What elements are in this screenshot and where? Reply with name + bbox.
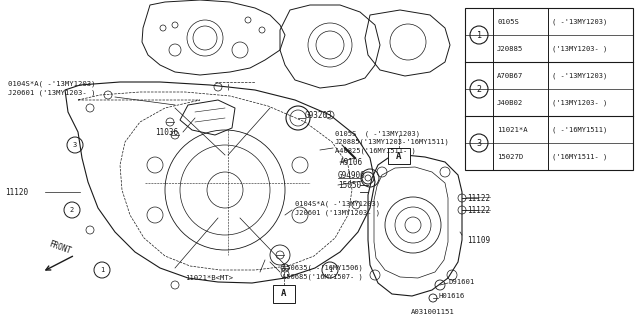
Bar — [273, 285, 295, 303]
Text: A50635( -'16MY1506)
A50685('16MY1507- ): A50635( -'16MY1506) A50685('16MY1507- ) — [282, 265, 363, 279]
Text: ('13MY1203- ): ('13MY1203- ) — [552, 99, 607, 106]
Text: FRONT: FRONT — [47, 240, 72, 256]
Text: G94906: G94906 — [338, 171, 365, 180]
Bar — [388, 148, 410, 164]
Text: 11122: 11122 — [467, 194, 490, 203]
Text: 0104S*A( -'13MY1203)
J20601 ('13MY1203- ): 0104S*A( -'13MY1203) J20601 ('13MY1203- … — [295, 201, 380, 215]
Text: 15027D: 15027D — [497, 154, 524, 159]
Text: 1: 1 — [100, 267, 104, 273]
Text: 3: 3 — [477, 139, 481, 148]
Text: 11109: 11109 — [467, 236, 490, 244]
Text: 1: 1 — [328, 267, 332, 273]
Text: A70B67: A70B67 — [497, 73, 524, 78]
Text: 0104S*A( -'13MY1203)
J20601 ('13MY1203- ): 0104S*A( -'13MY1203) J20601 ('13MY1203- … — [8, 81, 95, 95]
Text: 11021*B<MT>: 11021*B<MT> — [185, 275, 233, 281]
Text: A: A — [396, 151, 402, 161]
Text: ('16MY1511- ): ('16MY1511- ) — [552, 153, 607, 160]
Text: 11036: 11036 — [155, 127, 178, 137]
Text: ( -'13MY1203): ( -'13MY1203) — [552, 18, 607, 25]
Text: 11122: 11122 — [467, 205, 490, 214]
Text: 11120: 11120 — [5, 188, 28, 196]
Text: 0105S  ( -'13MY1203)
J20885('13MY1203-'16MY1511)
A40825('16MY1511- ): 0105S ( -'13MY1203) J20885('13MY1203-'16… — [335, 130, 450, 154]
Text: ( -'13MY1203): ( -'13MY1203) — [552, 72, 607, 79]
Text: 1: 1 — [477, 30, 481, 39]
Text: ('13MY1203- ): ('13MY1203- ) — [552, 45, 607, 52]
Text: A: A — [282, 290, 287, 299]
Text: 0105S: 0105S — [497, 19, 519, 25]
Text: G93203: G93203 — [305, 110, 333, 119]
Text: J40B02: J40B02 — [497, 100, 524, 106]
Text: 2: 2 — [70, 207, 74, 213]
Bar — [465, 8, 633, 170]
Text: J20885: J20885 — [497, 45, 524, 52]
Text: 15050: 15050 — [338, 180, 361, 189]
Text: H01616: H01616 — [438, 293, 464, 299]
Text: ( -'16MY1511): ( -'16MY1511) — [552, 126, 607, 133]
Text: 11021*A: 11021*A — [497, 126, 527, 132]
Text: 2: 2 — [477, 84, 481, 93]
Text: A031001151: A031001151 — [412, 309, 455, 315]
Text: A9106: A9106 — [340, 157, 363, 166]
Text: 3: 3 — [73, 142, 77, 148]
Text: D91601: D91601 — [448, 279, 474, 285]
